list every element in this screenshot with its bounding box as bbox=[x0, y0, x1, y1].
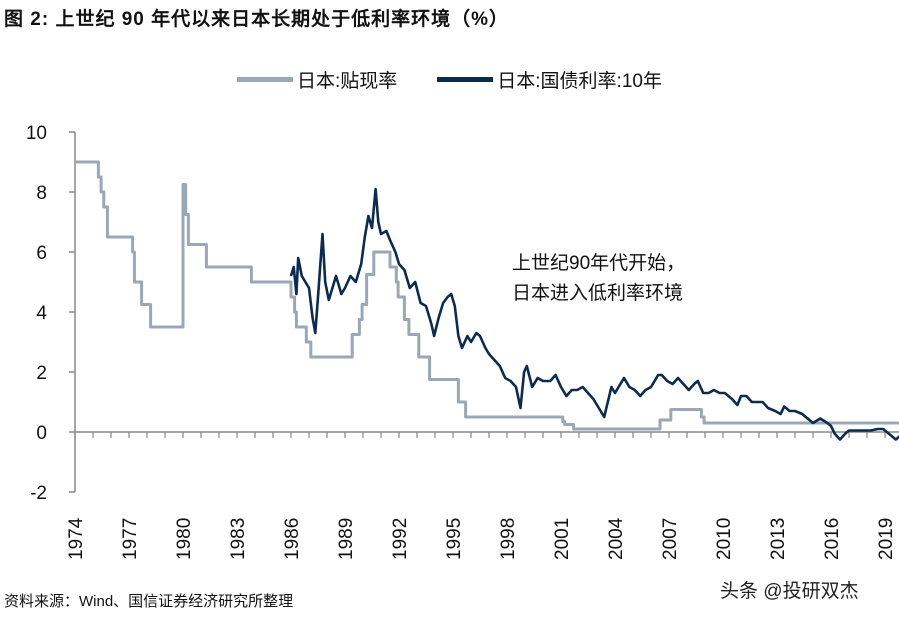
x-tick-label: 1998 bbox=[498, 518, 519, 560]
y-tick-label: -2 bbox=[30, 483, 47, 504]
annotation-line-2: 日本进入低利率环境 bbox=[512, 282, 683, 304]
axes: -2 0 2 4 6 8 10 1974 1977 1980 1983 1986 1989 1992 199… bbox=[26, 123, 899, 560]
x-tick-label: 2004 bbox=[606, 517, 627, 560]
legend: 日本:贴现率 日本:国债利率:10年 bbox=[0, 66, 899, 93]
annotation-line-1: 上世纪90年代开始， bbox=[512, 252, 685, 274]
y-tick-label: 10 bbox=[26, 123, 47, 144]
x-tick-label: 1980 bbox=[174, 518, 195, 560]
x-tick-label: 2001 bbox=[552, 518, 573, 560]
x-tick-label: 1986 bbox=[282, 518, 303, 560]
legend-label-discount-rate: 日本:贴现率 bbox=[297, 71, 398, 92]
x-tick-label: 2010 bbox=[714, 518, 735, 560]
x-tick-label: 1974 bbox=[66, 517, 87, 560]
x-tick-label: 1983 bbox=[228, 518, 249, 560]
x-tick-label: 2007 bbox=[660, 518, 681, 560]
y-tick-label: 2 bbox=[36, 363, 47, 384]
legend-swatch-discount-rate bbox=[237, 77, 293, 82]
legend-label-10y-bond: 日本:国债利率:10年 bbox=[497, 71, 662, 92]
x-tick-label: 2019 bbox=[876, 518, 897, 560]
y-tick-label: 0 bbox=[36, 423, 47, 444]
x-tick-label: 2013 bbox=[768, 518, 789, 560]
x-tick-label: 2016 bbox=[822, 518, 843, 560]
series-line-10y-bond bbox=[289, 187, 899, 441]
x-tick-label: 1995 bbox=[444, 518, 465, 560]
y-tick-label: 6 bbox=[36, 243, 47, 264]
x-tick-label: 1989 bbox=[336, 518, 357, 560]
legend-item-10y-bond: 日本:国债利率:10年 bbox=[437, 66, 662, 93]
y-tick-label: 8 bbox=[36, 183, 47, 204]
x-tick-label: 1977 bbox=[120, 518, 141, 560]
series-line-discount-rate bbox=[75, 160, 899, 431]
legend-swatch-10y-bond bbox=[437, 77, 494, 82]
series-lines bbox=[75, 160, 899, 441]
legend-item-discount-rate: 日本:贴现率 bbox=[237, 66, 397, 93]
watermark: 头条 @投研双杰 bbox=[720, 581, 859, 602]
chart-title: 图 2: 上世纪 90 年代以来日本长期处于低利率环境（%） bbox=[4, 9, 510, 30]
x-tick-label: 1992 bbox=[390, 518, 411, 560]
y-tick-label: 4 bbox=[36, 303, 47, 324]
source-note: 资料来源：Wind、国信证券经济研究所整理 bbox=[4, 593, 294, 610]
